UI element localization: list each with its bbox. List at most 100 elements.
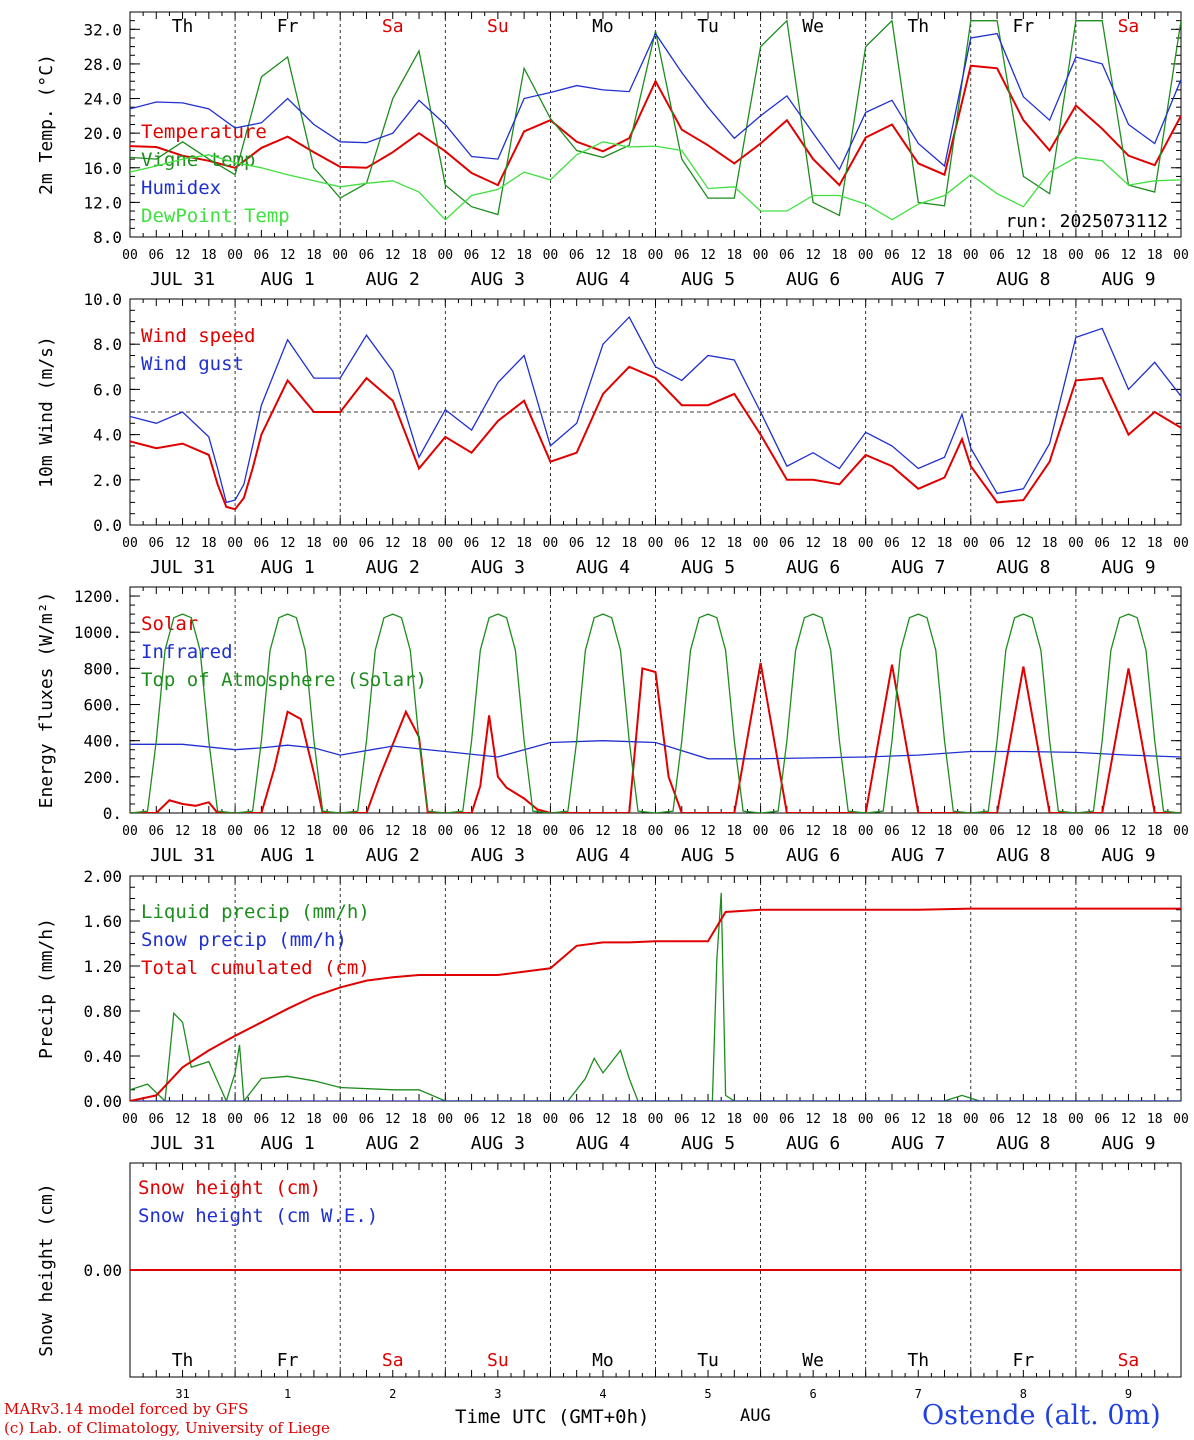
y-tick-label: 0. <box>103 804 122 823</box>
hour-label: 12 <box>385 824 401 839</box>
weekday-label: Sa <box>1118 1350 1140 1371</box>
hour-label: 00 <box>858 248 874 263</box>
legend-entry: Top of Atmosphere (Solar) <box>141 669 427 691</box>
hour-label: 06 <box>148 824 164 839</box>
y-tick-label: 200. <box>83 768 122 787</box>
date-label: JUL 31 <box>150 557 215 578</box>
hour-label: 06 <box>884 824 900 839</box>
hour-label: 12 <box>175 536 191 551</box>
y-tick-label: 800. <box>83 659 122 678</box>
weekday-label: Su <box>487 16 509 37</box>
hour-label: 12 <box>280 248 296 263</box>
date-label: AUG 5 <box>681 845 735 866</box>
date-label: AUG 1 <box>261 269 315 290</box>
hour-label: 12 <box>595 536 611 551</box>
hour-label: 18 <box>306 536 322 551</box>
y-tick-label: 0.80 <box>83 1002 122 1021</box>
hour-label: 18 <box>1042 824 1058 839</box>
hour-label: 18 <box>306 824 322 839</box>
date-label: AUG 3 <box>471 1133 525 1154</box>
date-label: AUG 3 <box>471 557 525 578</box>
hour-label: 06 <box>148 536 164 551</box>
weekday-label: Sa <box>382 1350 404 1371</box>
hour-label: 12 <box>490 824 506 839</box>
weekday-label: Sa <box>1118 16 1140 37</box>
hour-label: 06 <box>359 1112 375 1127</box>
hour-label: 00 <box>963 1112 979 1127</box>
legend-entry: Wind speed <box>141 325 255 347</box>
date-label: AUG 5 <box>681 557 735 578</box>
hour-label: 06 <box>884 536 900 551</box>
weekday-label: Th <box>172 16 194 37</box>
date-label: AUG 5 <box>681 269 735 290</box>
hour-label: 00 <box>543 536 559 551</box>
run-annotation: run: 2025073112 <box>1005 211 1168 232</box>
hour-label: 06 <box>569 1112 585 1127</box>
hour-label: 18 <box>1042 248 1058 263</box>
date-label: AUG 1 <box>261 1133 315 1154</box>
hour-label: 18 <box>411 1112 427 1127</box>
hour-label: 06 <box>148 248 164 263</box>
hour-label: 12 <box>1016 248 1032 263</box>
weekday-label: Mo <box>592 1350 614 1371</box>
hour-label: 12 <box>595 824 611 839</box>
hour-label: 18 <box>726 824 742 839</box>
hour-label: 06 <box>674 824 690 839</box>
hour-label: 12 <box>1016 1112 1032 1127</box>
hour-label: 00 <box>227 248 243 263</box>
hour-label: 18 <box>1147 248 1163 263</box>
hour-label: 06 <box>989 1112 1005 1127</box>
y-tick-label: 1.20 <box>83 957 122 976</box>
day-number: 8 <box>1020 1387 1027 1400</box>
date-label: AUG 7 <box>891 557 945 578</box>
y-tick-label: 1000. <box>74 623 122 642</box>
hour-label: 12 <box>910 824 926 839</box>
hour-label: 00 <box>332 248 348 263</box>
hour-label: 18 <box>201 824 217 839</box>
hour-label: 12 <box>280 536 296 551</box>
hour-label: 00 <box>648 248 664 263</box>
panel-4: 0.00 0.40 0.80 1.20 1.60 2.00 Precip (mm/h) Liq… <box>36 867 1189 1154</box>
y-tick-label: 20.0 <box>83 124 122 143</box>
hour-label: 12 <box>1121 1112 1137 1127</box>
hour-label: 12 <box>700 536 716 551</box>
hour-label: 12 <box>1121 536 1137 551</box>
weekday-label: We <box>802 16 824 37</box>
hour-label: 00 <box>1173 1112 1189 1127</box>
hour-label: 00 <box>648 824 664 839</box>
hour-label: 18 <box>937 824 953 839</box>
hour-label: 00 <box>753 824 769 839</box>
date-label: AUG 3 <box>471 269 525 290</box>
y-tick-label: 2.0 <box>93 471 122 490</box>
hour-label: 00 <box>437 536 453 551</box>
weekday-label: We <box>802 1350 824 1371</box>
hour-label: 18 <box>621 536 637 551</box>
date-label: AUG 4 <box>576 557 630 578</box>
hour-label: 06 <box>569 536 585 551</box>
station-name: Ostende (alt. 0m) <box>922 1400 1161 1431</box>
hour-label: 12 <box>805 248 821 263</box>
lab-credit: (c) Lab. of Climatology, University of L… <box>4 1419 330 1437</box>
legend-entry: Solar <box>141 613 198 635</box>
series-line-2 <box>130 740 1181 760</box>
meteogram-chart: 8.012.016.020.024.028.032.02m Temp. (°C)… <box>36 11 1189 1401</box>
day-number: 5 <box>704 1387 711 1400</box>
y-tick-label: 8.0 <box>93 335 122 354</box>
weekday-label: Tu <box>697 16 719 37</box>
hour-label: 00 <box>122 824 138 839</box>
hour-label: 00 <box>543 248 559 263</box>
hour-label: 06 <box>359 248 375 263</box>
hour-label: 18 <box>832 248 848 263</box>
day-number: 2 <box>389 1387 396 1400</box>
weekday-label: Th <box>907 16 929 37</box>
hour-label: 00 <box>543 824 559 839</box>
date-label: AUG 7 <box>891 1133 945 1154</box>
hour-label: 06 <box>989 536 1005 551</box>
hour-label: 00 <box>122 536 138 551</box>
date-label: JUL 31 <box>150 1133 215 1154</box>
y-axis-label: Precip (mm/h) <box>36 918 57 1059</box>
legend-entry: DewPoint Temp <box>141 205 290 227</box>
y-tick-label: 12.0 <box>83 193 122 212</box>
hour-label: 18 <box>621 248 637 263</box>
hour-label: 06 <box>674 1112 690 1127</box>
